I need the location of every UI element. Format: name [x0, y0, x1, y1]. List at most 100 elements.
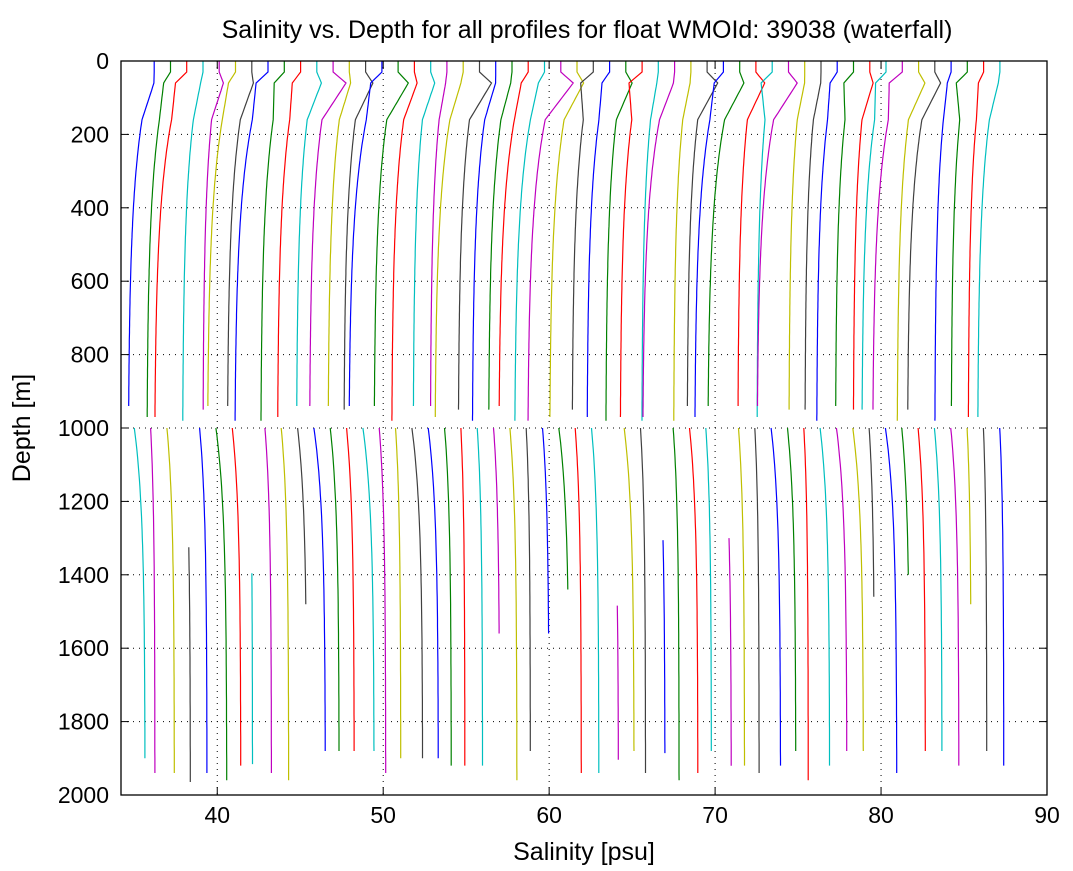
profile-line: [327, 61, 352, 407]
profile-line: [884, 427, 898, 773]
y-ticks: 0 200 400 600 800 1000 1200 1400 1600 1800 2000: [58, 48, 1047, 808]
profile-line: [686, 61, 719, 406]
chart-title: Salinity vs. Depth for all profiles for …: [222, 16, 953, 44]
profile-line: [901, 427, 909, 575]
profile-line: [605, 61, 633, 421]
profile-line: [343, 61, 374, 410]
profile-line: [166, 427, 175, 773]
profile-line: [586, 61, 611, 417]
x-tick-label: 70: [702, 802, 728, 828]
profile-line: [488, 61, 513, 410]
profile-line: [999, 427, 1005, 766]
profile-line: [227, 61, 255, 406]
x-tick-label: 50: [370, 802, 396, 828]
profile-line: [756, 61, 773, 417]
profile-line: [868, 427, 875, 597]
profile-line: [896, 61, 926, 421]
profile-line: [514, 61, 546, 421]
y-axis-label: Depth [m]: [8, 374, 36, 482]
profile-line: [770, 427, 782, 766]
profile-line: [803, 427, 809, 781]
x-tick-label: 80: [868, 802, 894, 828]
profile-line: [950, 61, 968, 406]
y-tick-label: 2000: [58, 782, 109, 808]
y-tick-label: 800: [71, 342, 109, 368]
profile-line: [182, 61, 204, 421]
profile-line: [280, 427, 290, 781]
profile-line: [373, 61, 410, 406]
profile-line: [188, 547, 191, 782]
profile-line: [737, 61, 766, 406]
profile-line: [215, 427, 228, 781]
profile-line: [558, 427, 569, 590]
profile-line: [819, 427, 831, 766]
profile-line: [852, 427, 864, 752]
profile-line: [737, 427, 746, 766]
profile-line: [199, 427, 208, 773]
x-tick-label: 40: [204, 802, 230, 828]
profile-line: [977, 61, 1001, 417]
profile-line: [509, 427, 518, 781]
profile-line: [313, 427, 326, 751]
profile-line: [705, 427, 712, 751]
x-tick-label: 90: [1034, 802, 1060, 828]
profile-line: [296, 61, 323, 406]
profile-line: [146, 61, 172, 417]
profile-line: [639, 427, 647, 773]
profile-line: [641, 61, 659, 421]
profile-line: [786, 427, 797, 751]
profile-line: [309, 61, 347, 407]
y-tick-label: 1400: [58, 562, 109, 588]
profile-line: [672, 427, 680, 781]
profile-line: [231, 427, 242, 766]
y-tick-label: 0: [96, 48, 109, 74]
grid-layer: [121, 61, 1047, 795]
x-axis-label: Salinity [psu]: [513, 838, 655, 866]
profile-line: [804, 61, 822, 410]
profile-line: [412, 61, 436, 407]
profile-line: [154, 61, 188, 417]
profile-line: [346, 427, 355, 751]
profile-line: [966, 427, 972, 605]
profile-line: [128, 61, 155, 406]
profile-line: [861, 61, 887, 410]
profile-line: [202, 61, 225, 410]
x-tick-label: 60: [536, 802, 562, 828]
profile-line: [694, 61, 724, 417]
y-tick-label: 400: [71, 195, 109, 221]
profile-line: [498, 61, 529, 406]
profile-line: [362, 427, 375, 752]
profile-line: [207, 61, 237, 406]
profile-line: [835, 427, 848, 751]
profile-line: [754, 427, 760, 773]
profile-line: [816, 61, 838, 421]
profile-line: [541, 427, 550, 634]
profile-line: [251, 573, 254, 765]
profile-line: [150, 427, 156, 773]
profile-line: [571, 61, 594, 410]
profile-line: [590, 427, 600, 773]
profile-line: [934, 61, 952, 421]
profile-line: [329, 427, 340, 751]
profile-line: [688, 427, 699, 773]
series-layer: [128, 61, 1005, 782]
profile-line: [967, 61, 985, 417]
profile-line: [443, 427, 452, 766]
profile-line: [642, 61, 676, 417]
profile-line: [297, 427, 307, 605]
profile-line: [852, 61, 874, 410]
profile-line: [728, 538, 732, 766]
y-tick-label: 1600: [58, 635, 109, 661]
profile-line: [391, 61, 418, 421]
profile-line: [907, 61, 942, 410]
y-tick-label: 1200: [58, 488, 109, 514]
profile-line: [411, 427, 424, 759]
profile-line: [623, 427, 635, 752]
profile-line: [619, 61, 643, 418]
profile-line: [492, 427, 500, 634]
profile-line: [457, 61, 493, 410]
profile-line: [673, 61, 692, 421]
profile-line: [277, 61, 302, 417]
profile-line: [394, 427, 402, 759]
